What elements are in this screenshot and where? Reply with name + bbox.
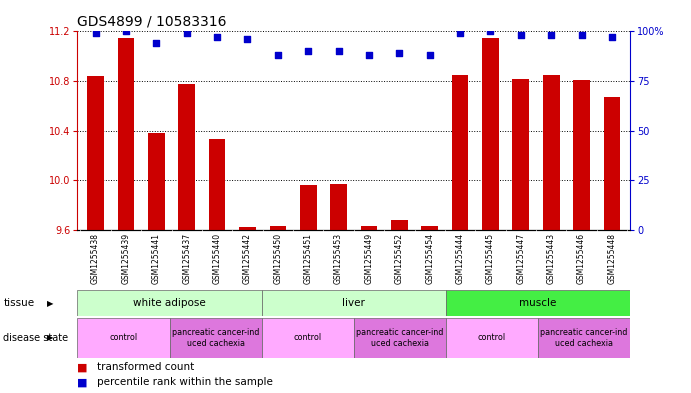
- Text: GSM1255441: GSM1255441: [152, 233, 161, 284]
- Bar: [209, 140, 225, 230]
- Bar: [446, 290, 630, 316]
- Bar: [538, 318, 630, 358]
- Point: [546, 32, 557, 39]
- Text: percentile rank within the sample: percentile rank within the sample: [97, 377, 273, 387]
- Bar: [543, 75, 560, 230]
- Text: GSM1255440: GSM1255440: [213, 233, 222, 284]
- Bar: [169, 318, 262, 358]
- Bar: [269, 226, 286, 230]
- Bar: [239, 228, 256, 230]
- Text: pancreatic cancer-ind
uced cachexia: pancreatic cancer-ind uced cachexia: [356, 328, 444, 348]
- Bar: [330, 184, 347, 230]
- Text: GSM1255452: GSM1255452: [395, 233, 404, 284]
- Point: [120, 28, 131, 35]
- Point: [485, 28, 496, 35]
- Bar: [446, 318, 538, 358]
- Text: GSM1255451: GSM1255451: [304, 233, 313, 284]
- Point: [333, 48, 344, 55]
- Point: [455, 30, 466, 37]
- Text: pancreatic cancer-ind
uced cachexia: pancreatic cancer-ind uced cachexia: [172, 328, 259, 348]
- Text: GSM1255444: GSM1255444: [455, 233, 464, 284]
- Bar: [262, 290, 446, 316]
- Text: GSM1255445: GSM1255445: [486, 233, 495, 284]
- Bar: [300, 185, 316, 230]
- Bar: [452, 75, 468, 230]
- Bar: [482, 38, 499, 230]
- Text: ■: ■: [77, 362, 88, 373]
- Point: [211, 34, 223, 40]
- Text: ■: ■: [77, 377, 88, 387]
- Text: GSM1255439: GSM1255439: [122, 233, 131, 284]
- Bar: [422, 226, 438, 230]
- Point: [303, 48, 314, 55]
- Text: transformed count: transformed count: [97, 362, 194, 373]
- Bar: [117, 38, 134, 230]
- Bar: [361, 226, 377, 230]
- Bar: [87, 76, 104, 230]
- Text: GSM1255442: GSM1255442: [243, 233, 252, 284]
- Text: GSM1255453: GSM1255453: [334, 233, 343, 284]
- Point: [272, 52, 283, 59]
- Text: GSM1255450: GSM1255450: [274, 233, 283, 284]
- Bar: [391, 220, 408, 230]
- Text: control: control: [109, 334, 138, 342]
- Text: GSM1255443: GSM1255443: [547, 233, 556, 284]
- Text: liver: liver: [342, 298, 366, 308]
- Point: [90, 30, 101, 37]
- Point: [151, 40, 162, 46]
- Text: tissue: tissue: [3, 298, 35, 308]
- Text: GSM1255447: GSM1255447: [516, 233, 525, 284]
- Point: [576, 32, 587, 39]
- Point: [181, 30, 192, 37]
- Bar: [148, 133, 164, 230]
- Bar: [574, 80, 590, 230]
- Point: [394, 50, 405, 57]
- Text: ▶: ▶: [46, 299, 53, 308]
- Text: control: control: [478, 334, 506, 342]
- Text: ▶: ▶: [46, 334, 53, 342]
- Text: disease state: disease state: [3, 333, 68, 343]
- Bar: [513, 79, 529, 230]
- Text: GSM1255454: GSM1255454: [425, 233, 434, 284]
- Text: GSM1255448: GSM1255448: [607, 233, 616, 284]
- Bar: [77, 318, 169, 358]
- Text: muscle: muscle: [520, 298, 557, 308]
- Point: [515, 32, 527, 39]
- Point: [242, 36, 253, 42]
- Text: GSM1255446: GSM1255446: [577, 233, 586, 284]
- Text: GDS4899 / 10583316: GDS4899 / 10583316: [77, 15, 227, 29]
- Point: [607, 34, 618, 40]
- Bar: [178, 84, 195, 230]
- Bar: [262, 318, 354, 358]
- Bar: [604, 97, 621, 230]
- Point: [424, 52, 435, 59]
- Text: white adipose: white adipose: [133, 298, 206, 308]
- Text: GSM1255449: GSM1255449: [364, 233, 373, 284]
- Text: control: control: [294, 334, 322, 342]
- Bar: [354, 318, 446, 358]
- Text: pancreatic cancer-ind
uced cachexia: pancreatic cancer-ind uced cachexia: [540, 328, 628, 348]
- Text: GSM1255438: GSM1255438: [91, 233, 100, 284]
- Text: GSM1255437: GSM1255437: [182, 233, 191, 284]
- Point: [363, 52, 375, 59]
- Bar: [77, 290, 262, 316]
